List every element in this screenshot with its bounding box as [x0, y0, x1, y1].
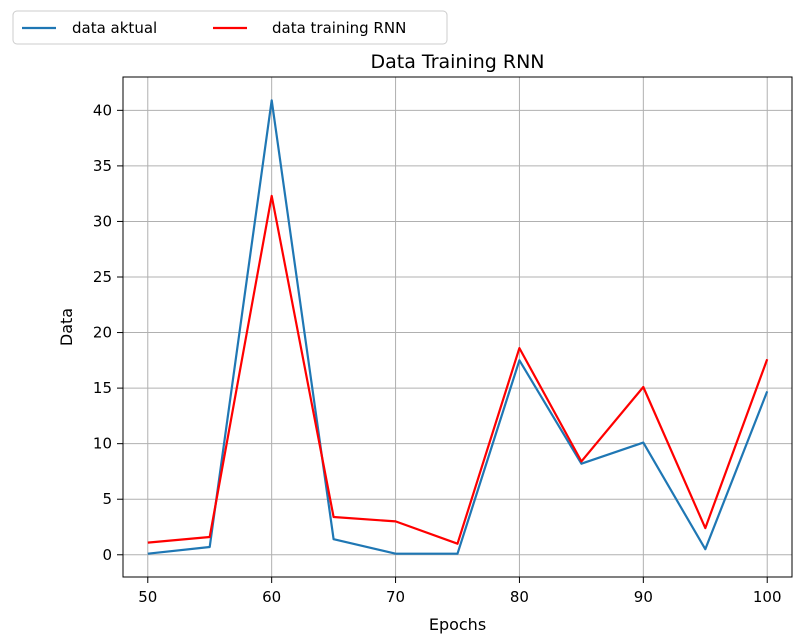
y-tick-label: 30: [93, 212, 112, 230]
grid: [123, 77, 792, 577]
y-axis-label: Data: [57, 308, 76, 346]
x-axis-label: Epochs: [429, 615, 486, 634]
x-tick-label: 60: [262, 588, 281, 606]
series-lines: [147, 99, 769, 555]
y-tick-label: 40: [93, 101, 112, 119]
legend-label: data aktual: [72, 19, 157, 37]
y-tick-label: 35: [93, 157, 112, 175]
legend-label: data training RNN: [272, 19, 406, 37]
x-tick-label: 90: [634, 588, 653, 606]
x-tick-label: 70: [386, 588, 405, 606]
y-tick-label: 15: [93, 379, 112, 397]
series-line-data-aktual: [147, 99, 769, 555]
y-tick-label: 0: [102, 546, 112, 564]
series-line-data-training-rnn: [147, 194, 769, 545]
y-tick-label: 25: [93, 268, 112, 286]
axis-ticks: 50 60 70 80 90 100 0 5 10 15 20 25 30 35 40: [93, 101, 782, 606]
plot-frame: [122, 76, 793, 578]
x-tick-label: 50: [138, 588, 157, 606]
y-tick-label: 20: [93, 324, 112, 342]
y-tick-label: 5: [102, 490, 112, 508]
y-tick-label: 10: [93, 435, 112, 453]
x-tick-label: 100: [753, 588, 782, 606]
x-tick-label: 80: [510, 588, 529, 606]
chart-title: Data Training RNN: [370, 51, 544, 73]
legend: data aktual data training RNN: [12, 10, 448, 45]
